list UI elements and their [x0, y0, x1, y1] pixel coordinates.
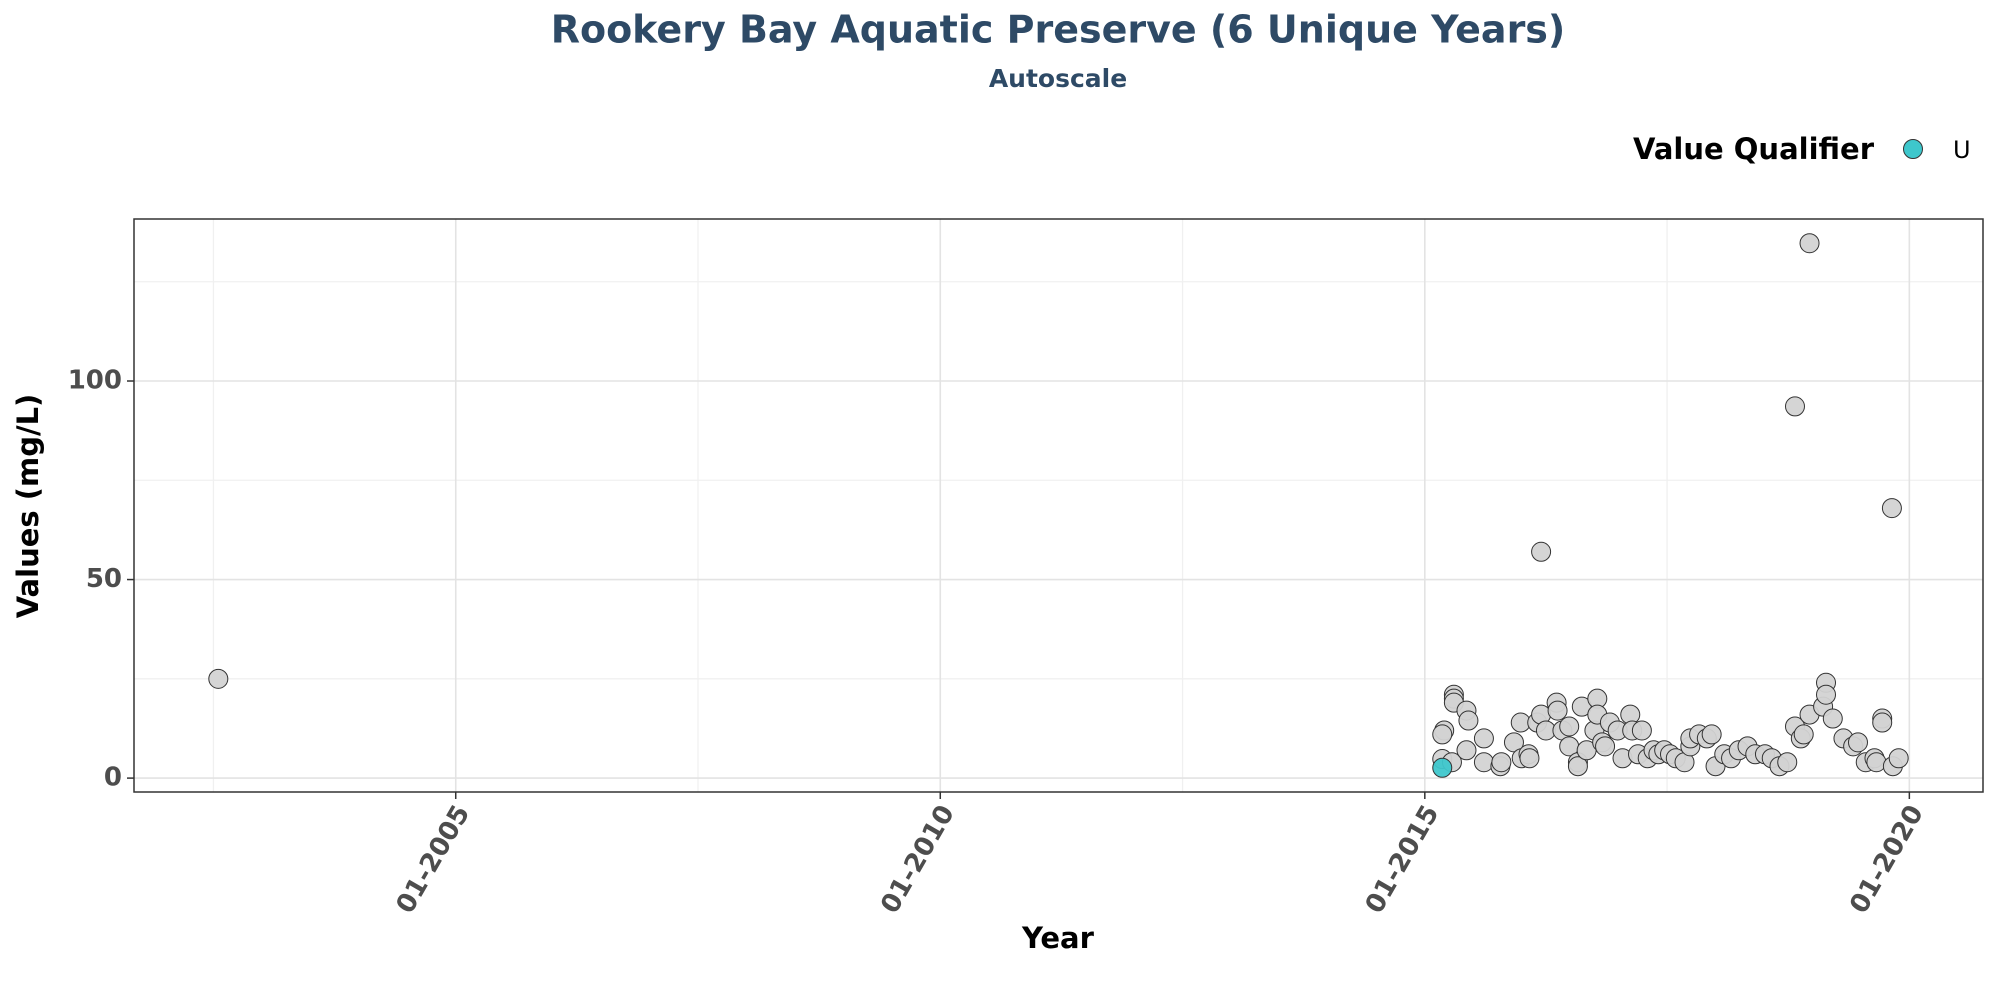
point: [1559, 716, 1580, 737]
point: [1793, 724, 1814, 745]
point: [1799, 233, 1820, 254]
point: [208, 668, 229, 689]
x-tick-label: 01-2015: [1360, 800, 1446, 918]
x-tick-label: 01-2020: [1844, 800, 1930, 918]
point: [1847, 732, 1868, 753]
point: [1881, 498, 1902, 519]
point: [1777, 752, 1798, 773]
point: [1888, 748, 1909, 769]
point: [1822, 708, 1843, 729]
point: [1784, 396, 1805, 417]
plot-border: [133, 218, 1984, 793]
point: [1816, 684, 1837, 705]
legend-label: U: [1953, 136, 1971, 164]
legend-swatch: [1903, 139, 1923, 159]
point: [1432, 757, 1453, 778]
x-tick-label: 01-2005: [391, 800, 477, 918]
point: [1547, 700, 1568, 721]
point: [1531, 541, 1552, 562]
point: [1595, 736, 1616, 757]
point: [1701, 724, 1722, 745]
x-axis-title: Year: [1021, 921, 1095, 955]
point: [1631, 720, 1652, 741]
point: [1473, 752, 1494, 773]
point: [1458, 710, 1479, 731]
point: [1519, 748, 1540, 769]
point: [1866, 752, 1887, 773]
chart-subtitle: Autoscale: [989, 64, 1127, 93]
point: [1503, 732, 1524, 753]
point: [1473, 728, 1494, 749]
y-tick-label: 100: [68, 366, 122, 396]
y-axis-title: Values (mg/L): [11, 394, 45, 619]
x-tick-label: 01-2010: [875, 800, 961, 918]
y-tick-label: 50: [86, 564, 122, 594]
point: [1456, 740, 1477, 761]
point: [1872, 712, 1893, 733]
point: [1491, 752, 1512, 773]
chart-title: Rookery Bay Aquatic Preserve (6 Unique Y…: [551, 8, 1566, 52]
point: [1567, 756, 1588, 777]
point: [1432, 724, 1453, 745]
y-tick-label: 0: [104, 763, 122, 793]
legend-title: Value Qualifier: [1633, 132, 1875, 166]
